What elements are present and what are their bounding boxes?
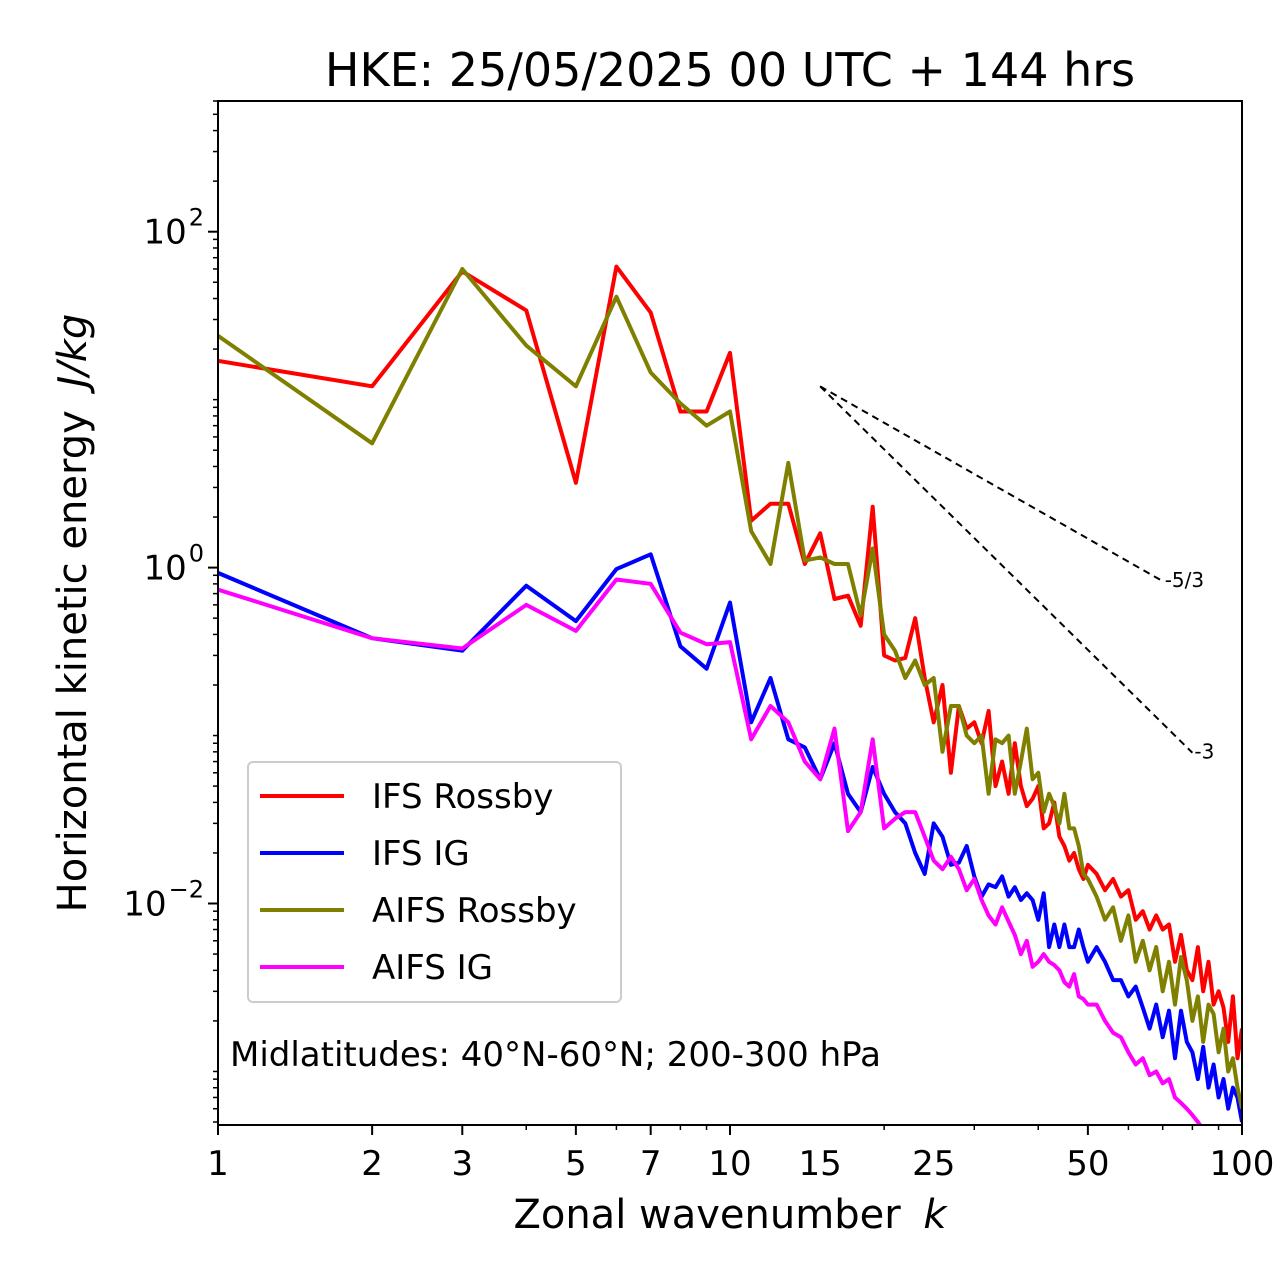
x-axis-ticks: 1 2 3 5 7 10 15 25 50 100 — [207, 1125, 1274, 1184]
x-tick-label: 10 — [708, 1144, 751, 1184]
y-tick-label: 10 — [143, 213, 186, 253]
legend-label: IFS Rossby — [372, 777, 553, 817]
x-tick-label: 7 — [640, 1144, 662, 1184]
x-tick-label: 15 — [799, 1144, 842, 1184]
legend-label: AIFS IG — [372, 948, 493, 988]
reference-line — [819, 385, 1164, 583]
x-tick-label: 50 — [1066, 1144, 1109, 1184]
x-tick-label: 3 — [451, 1144, 473, 1184]
reference-slope-labels: -5/3 -3 — [1165, 568, 1215, 764]
x-axis-label-var: k — [923, 1192, 948, 1238]
x-tick-label: 2 — [361, 1144, 383, 1184]
reference-line-label: -3 — [1194, 740, 1214, 764]
x-tick-label: 5 — [565, 1144, 587, 1184]
series-lines — [218, 264, 1242, 1125]
legend: IFS Rossby IFS IG AIFS Rossby AIFS IG — [247, 761, 622, 1003]
reference-line — [819, 385, 1194, 754]
reference-line-label: -5/3 — [1165, 568, 1204, 592]
series-line-ifs-ig — [218, 552, 1242, 1123]
y-tick-exponent: 0 — [189, 540, 204, 568]
legend-box — [247, 761, 622, 1003]
y-tick-label: 10 — [143, 549, 186, 589]
y-tick-exponent: 2 — [189, 204, 204, 232]
x-tick-label: 25 — [912, 1144, 955, 1184]
y-tick-exponent: −2 — [169, 876, 204, 904]
y-axis-label-text: Horizontal kinetic energy — [50, 410, 96, 912]
legend-label: AIFS Rossby — [372, 891, 577, 931]
legend-label: IFS IG — [372, 834, 470, 874]
chart-title: HKE: 25/05/2025 00 UTC + 144 hrs — [325, 43, 1135, 97]
y-tick-label: 10 — [123, 885, 166, 925]
region-annotation: Midlatitudes: 40°N-60°N; 200-300 hPa — [230, 1035, 881, 1075]
series-line-aifs-rossby — [218, 267, 1242, 1110]
x-tick-label: 100 — [1210, 1144, 1275, 1184]
x-axis-label: Zonal wavenumber k — [513, 1192, 948, 1238]
legend-entries: IFS Rossby IFS IG AIFS Rossby AIFS IG — [260, 777, 577, 988]
series-line-aifs-ig — [218, 577, 1203, 1125]
series-line-ifs-rossby — [218, 264, 1242, 1061]
y-axis-label: Horizontal kinetic energy J/kg — [50, 314, 96, 913]
y-axis-label-unit: J/kg — [50, 314, 96, 395]
x-tick-label: 1 — [207, 1144, 229, 1184]
reference-slope-lines — [819, 385, 1194, 754]
x-axis-label-text: Zonal wavenumber — [513, 1192, 901, 1238]
